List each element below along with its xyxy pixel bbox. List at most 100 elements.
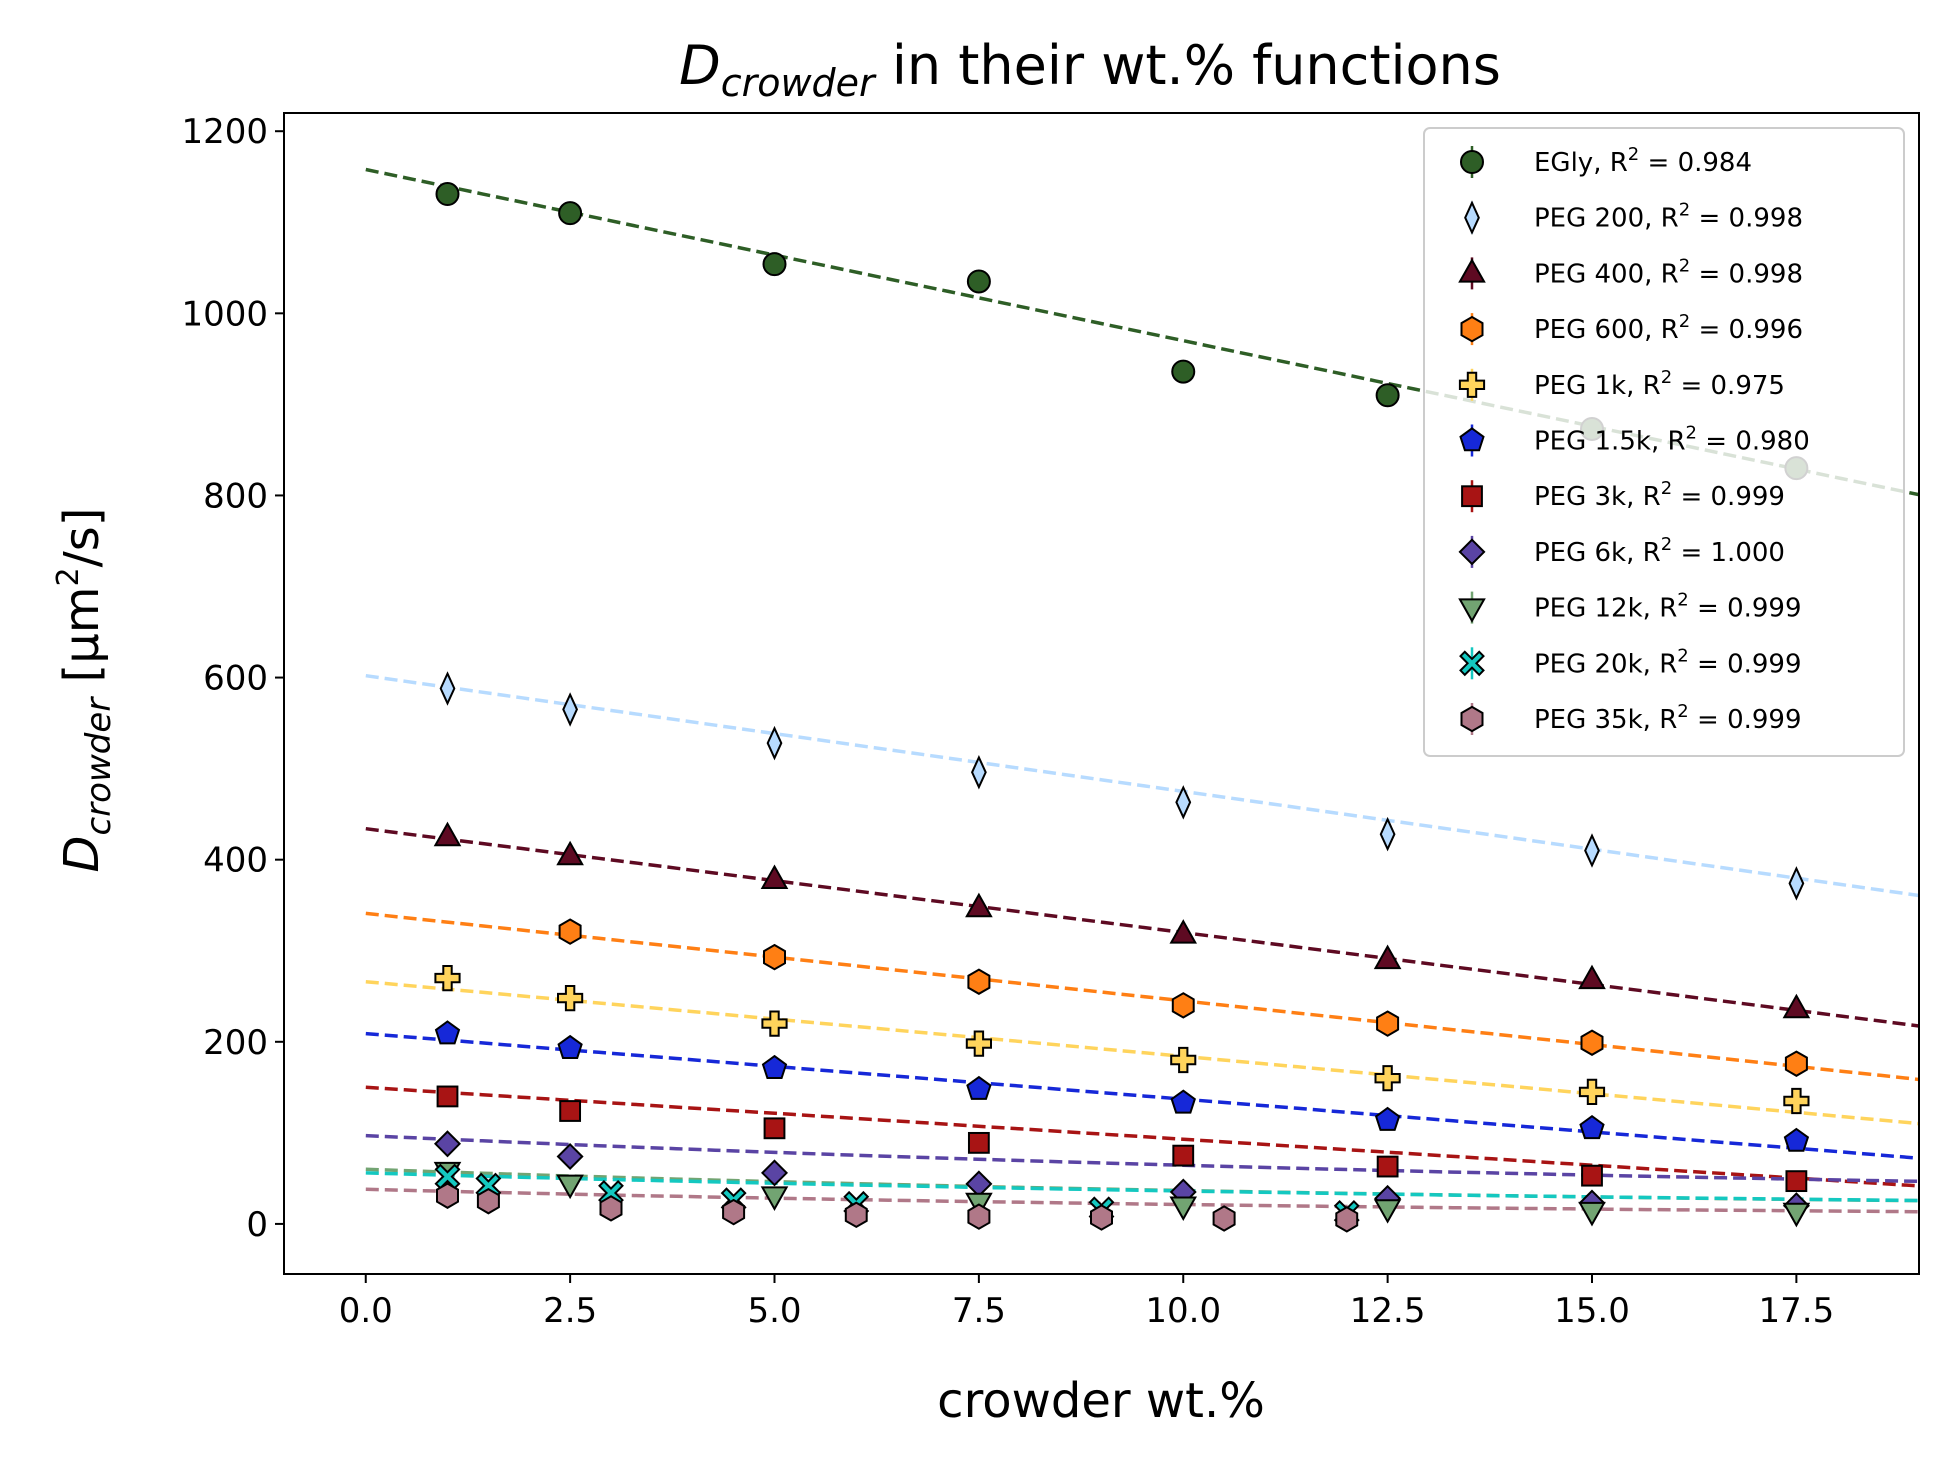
data-point	[762, 252, 787, 277]
fit-line	[365, 911, 1919, 1082]
legend-label: PEG 1k, R2 = 0.975	[1534, 367, 1785, 401]
data-point	[435, 182, 460, 207]
y-tick-label: 400	[203, 841, 268, 881]
fit-line	[365, 1171, 1919, 1203]
x-tick-label: 7.5	[952, 1291, 1006, 1331]
data-point	[1581, 1164, 1603, 1187]
y-tick-label: 200	[203, 1023, 268, 1063]
fit-line	[365, 1133, 1919, 1184]
data-point	[1783, 1127, 1810, 1152]
data-point	[557, 985, 584, 1012]
legend-marker	[1461, 485, 1483, 508]
data-point	[766, 725, 783, 761]
x-tick-label: 10.0	[1145, 1291, 1221, 1331]
y-tick-label: 1000	[181, 294, 268, 334]
legend-label: PEG 400, R2 = 0.998	[1534, 255, 1803, 289]
legend-box	[1423, 127, 1905, 757]
legend-label: EGly, R2 = 0.984	[1534, 144, 1752, 178]
legend-label: PEG 12k, R2 = 0.999	[1534, 590, 1802, 624]
data-point	[966, 269, 991, 294]
data-point	[965, 1170, 993, 1198]
data-point	[558, 918, 582, 945]
data-point	[1375, 383, 1400, 408]
plot-area	[283, 112, 1920, 1275]
legend-marker	[1460, 150, 1484, 174]
data-point	[967, 968, 991, 995]
data-point	[971, 754, 987, 790]
data-point	[434, 1163, 461, 1190]
fit-line	[365, 979, 1919, 1126]
fit-line	[365, 673, 1919, 898]
legend-label: PEG 600, R2 = 0.996	[1534, 311, 1803, 345]
data-point	[556, 1174, 584, 1200]
data-point	[1373, 1199, 1402, 1224]
data-point	[1170, 1089, 1196, 1114]
x-axis-label: crowder wt.%	[937, 1373, 1265, 1429]
data-point	[433, 821, 462, 847]
legend-label: PEG 3k, R2 = 0.999	[1534, 478, 1785, 512]
chart-title: Dcrowder in their wt.% functions	[679, 34, 1501, 105]
data-point	[1785, 1170, 1808, 1193]
data-point	[967, 1203, 991, 1230]
fit-line	[365, 1031, 1919, 1160]
data-point	[1579, 1114, 1605, 1140]
y-axis: 0 200 400 600 800 1000 1200	[181, 112, 284, 1245]
y-tick-label: 600	[203, 659, 268, 699]
data-point	[1171, 992, 1195, 1019]
data-point	[1376, 1155, 1399, 1178]
data-point	[1172, 1144, 1195, 1167]
data-point	[599, 1195, 623, 1222]
data-point	[761, 1010, 788, 1037]
fit-line	[365, 1085, 1919, 1188]
data-point	[436, 1085, 459, 1108]
data-point	[763, 1117, 786, 1140]
data-point	[1171, 359, 1196, 384]
data-point	[1374, 1106, 1401, 1131]
data-point	[1373, 944, 1402, 970]
y-tick-label: 1200	[181, 112, 268, 152]
data-point	[763, 943, 786, 971]
data-point	[436, 1182, 459, 1209]
data-point	[1782, 1202, 1811, 1228]
legend-marker	[1458, 371, 1486, 398]
data-point	[1335, 1206, 1359, 1233]
data-point	[1788, 866, 1805, 901]
data-point	[965, 1030, 992, 1057]
data-point	[966, 1075, 992, 1100]
x-axis: 0.0 2.5 5.0 7.5 10.0 12.5 15.0 17.5	[339, 1274, 1835, 1331]
data-point	[1584, 833, 1600, 868]
data-point	[1090, 1204, 1113, 1231]
legend-label: PEG 1.5k, R2 = 0.980	[1534, 423, 1810, 457]
data-point	[556, 1142, 584, 1171]
legend-label: PEG 20k, R2 = 0.999	[1534, 645, 1802, 679]
x-tick-label: 0.0	[339, 1291, 393, 1331]
data-point	[1782, 993, 1811, 1019]
data-point	[722, 1198, 746, 1226]
data-point	[760, 864, 789, 889]
fit-line	[365, 1187, 1919, 1214]
data-point	[760, 1159, 789, 1187]
data-point	[1212, 1205, 1236, 1232]
data-point	[965, 892, 993, 918]
legend-marker	[1458, 538, 1486, 566]
fit-line	[365, 826, 1919, 1028]
data-point	[1379, 816, 1396, 852]
data-point	[1783, 1087, 1810, 1115]
y-axis-label: Dcrowder [μm2/s]	[51, 507, 119, 872]
data-point	[433, 1130, 462, 1158]
data-point	[559, 1100, 582, 1122]
data-point	[967, 1131, 990, 1154]
legend-label: PEG 35k, R2 = 0.999	[1534, 701, 1802, 735]
legend-marker	[1458, 598, 1486, 623]
data-point	[434, 1020, 461, 1045]
data-point	[557, 1034, 583, 1059]
legend-marker	[1460, 705, 1484, 733]
legend-marker	[1459, 427, 1485, 452]
x-tick-label: 17.5	[1759, 1291, 1835, 1331]
x-tick-label: 5.0	[747, 1291, 801, 1331]
data-point	[434, 965, 461, 992]
data-point	[844, 1201, 868, 1229]
data-point	[439, 671, 456, 706]
legend: EGly, R2 = 0.984 PEG 200, R2 = 0.998 PEG 4…	[1423, 127, 1905, 757]
